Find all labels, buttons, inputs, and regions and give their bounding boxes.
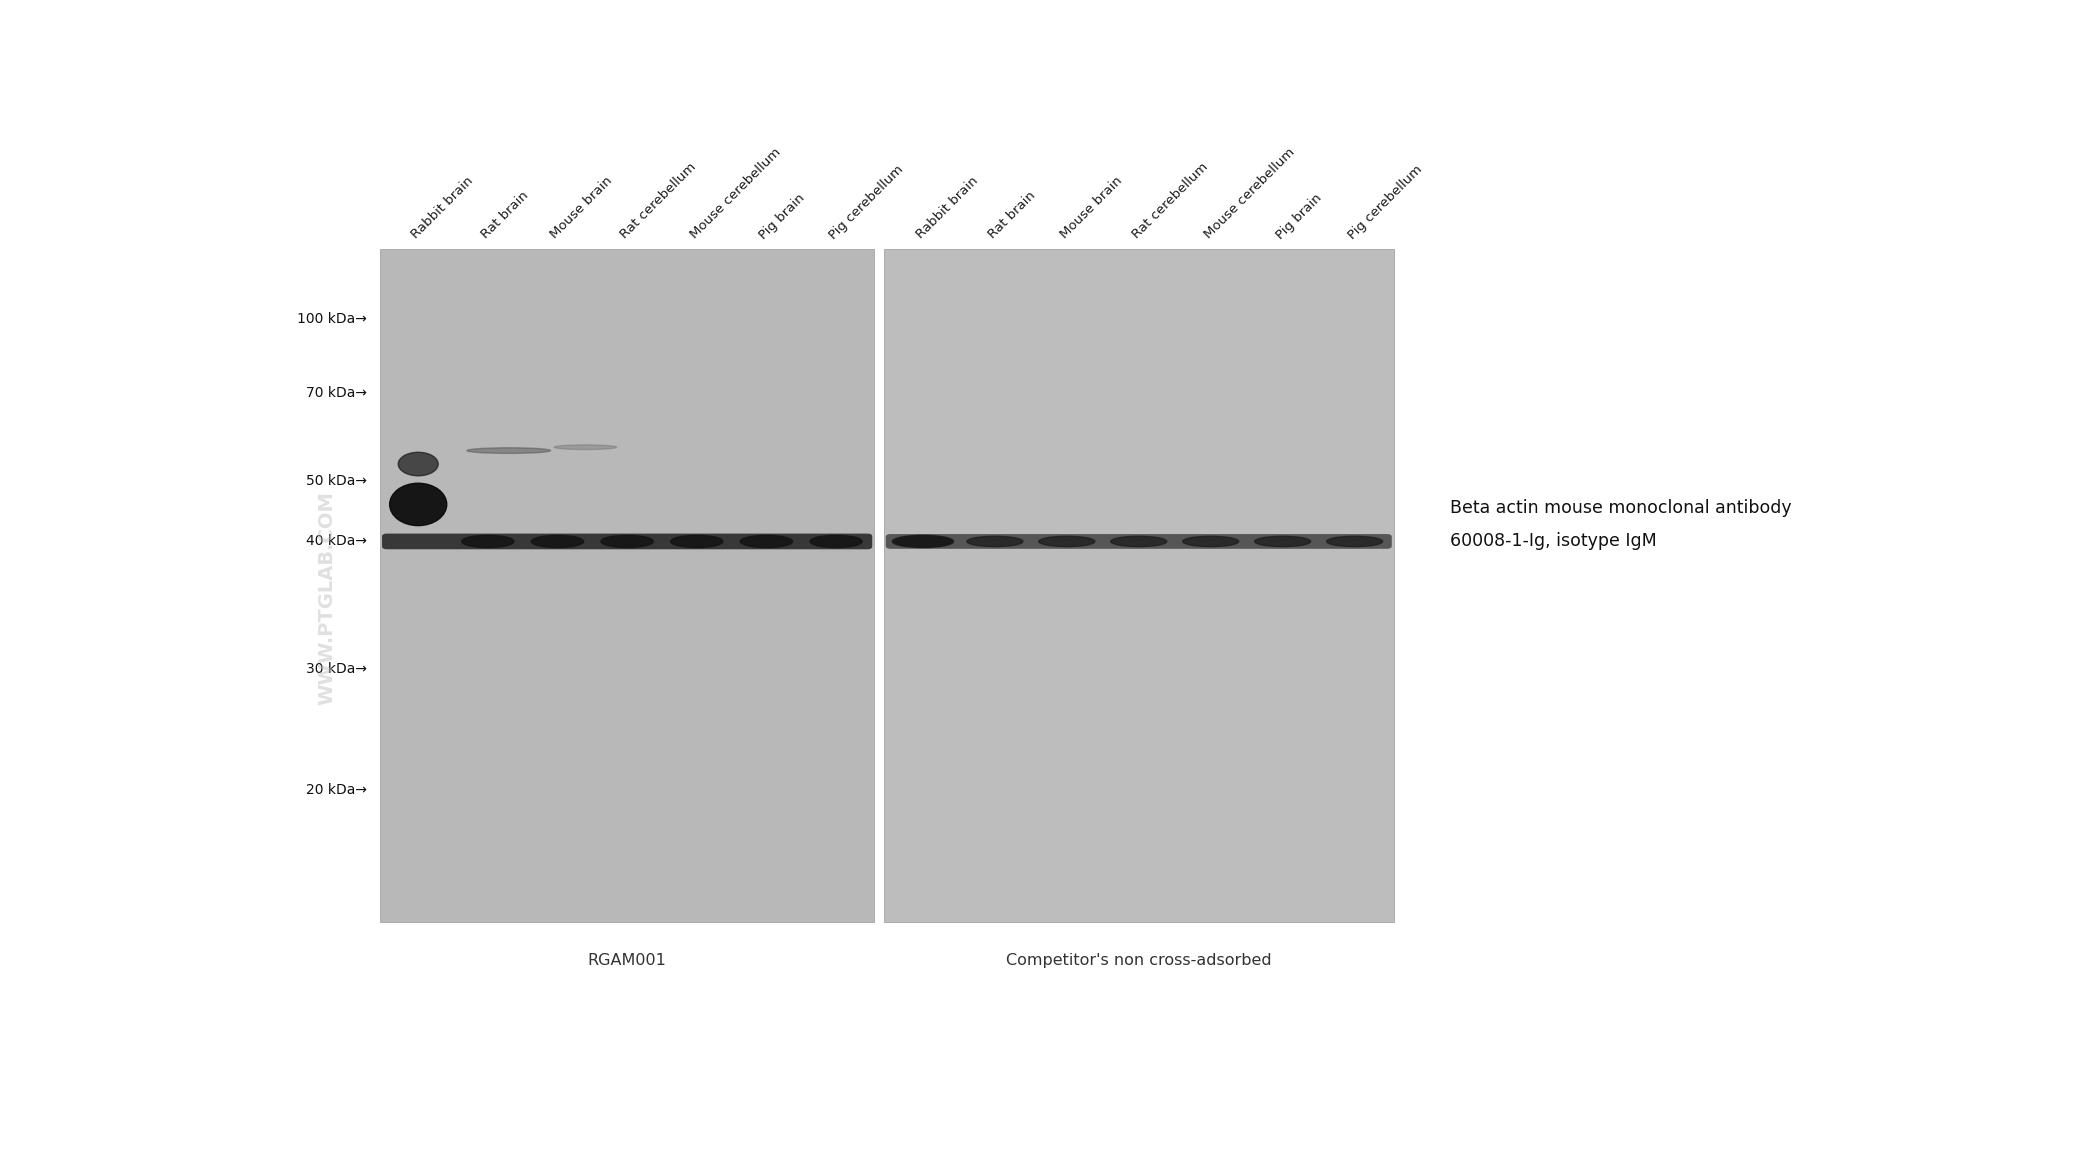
Text: Pig cerebellum: Pig cerebellum bbox=[1345, 162, 1424, 242]
Ellipse shape bbox=[461, 535, 515, 547]
Ellipse shape bbox=[554, 445, 617, 450]
Text: Pig brain: Pig brain bbox=[1273, 191, 1324, 242]
Text: 70 kDa→: 70 kDa→ bbox=[307, 386, 367, 400]
Text: 60008-1-Ig, isotype IgM: 60008-1-Ig, isotype IgM bbox=[1449, 532, 1657, 551]
Text: Competitor's non cross-adsorbed: Competitor's non cross-adsorbed bbox=[1007, 952, 1273, 967]
Text: 30 kDa→: 30 kDa→ bbox=[307, 662, 367, 676]
Text: Beta actin mouse monoclonal antibody: Beta actin mouse monoclonal antibody bbox=[1449, 499, 1792, 516]
Ellipse shape bbox=[531, 535, 583, 547]
Ellipse shape bbox=[967, 536, 1023, 546]
Text: 40 kDa→: 40 kDa→ bbox=[307, 535, 367, 549]
Text: Mouse brain: Mouse brain bbox=[548, 175, 614, 241]
Bar bbox=[380, 248, 874, 921]
Ellipse shape bbox=[390, 483, 446, 526]
Text: Rat brain: Rat brain bbox=[480, 190, 531, 241]
Ellipse shape bbox=[893, 535, 953, 547]
Text: WWW.PTGLAB.COM: WWW.PTGLAB.COM bbox=[318, 491, 336, 705]
Text: RGAM001: RGAM001 bbox=[588, 952, 666, 967]
Ellipse shape bbox=[1038, 536, 1094, 546]
Ellipse shape bbox=[895, 536, 951, 546]
Ellipse shape bbox=[1183, 536, 1239, 546]
Text: Mouse cerebellum: Mouse cerebellum bbox=[1202, 146, 1298, 242]
Text: Mouse brain: Mouse brain bbox=[1057, 175, 1125, 241]
Ellipse shape bbox=[602, 535, 654, 547]
Text: Rat brain: Rat brain bbox=[986, 190, 1038, 241]
FancyBboxPatch shape bbox=[886, 534, 1391, 549]
Ellipse shape bbox=[1254, 536, 1310, 546]
Text: Rat cerebellum: Rat cerebellum bbox=[1129, 161, 1210, 242]
Ellipse shape bbox=[741, 535, 793, 547]
Ellipse shape bbox=[671, 535, 722, 547]
Text: 20 kDa→: 20 kDa→ bbox=[307, 783, 367, 797]
Bar bbox=[884, 248, 1393, 921]
Text: Rabbit brain: Rabbit brain bbox=[409, 175, 475, 241]
Ellipse shape bbox=[1111, 536, 1167, 546]
Text: 100 kDa→: 100 kDa→ bbox=[297, 313, 367, 327]
Text: 50 kDa→: 50 kDa→ bbox=[307, 474, 367, 488]
Text: Pig brain: Pig brain bbox=[758, 191, 808, 242]
Ellipse shape bbox=[1327, 536, 1383, 546]
Text: Rabbit brain: Rabbit brain bbox=[913, 175, 980, 241]
Text: Rat cerebellum: Rat cerebellum bbox=[619, 161, 700, 242]
Text: Pig cerebellum: Pig cerebellum bbox=[826, 162, 905, 242]
Ellipse shape bbox=[399, 452, 438, 476]
Text: Mouse cerebellum: Mouse cerebellum bbox=[687, 146, 783, 242]
Ellipse shape bbox=[810, 535, 862, 547]
Ellipse shape bbox=[467, 447, 550, 453]
FancyBboxPatch shape bbox=[382, 534, 872, 550]
